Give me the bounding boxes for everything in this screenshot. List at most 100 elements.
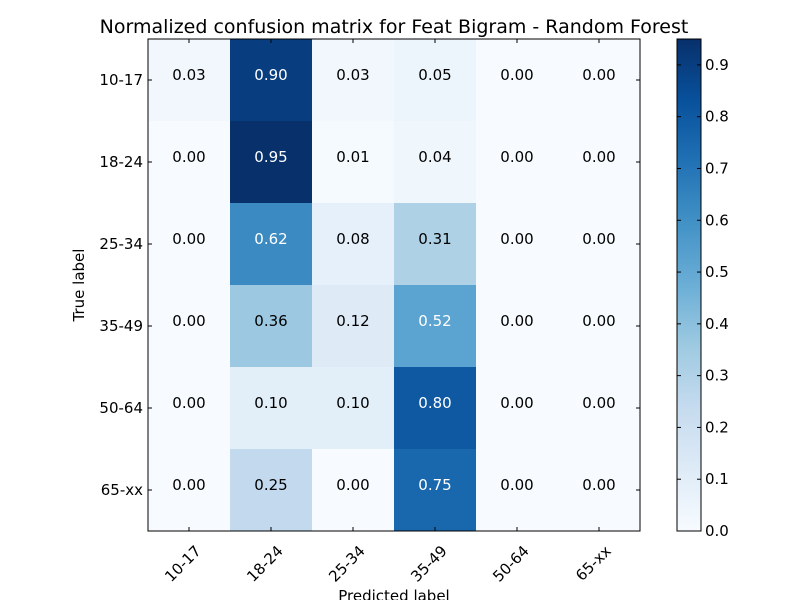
y-tick-label: 25-34 (99, 235, 143, 253)
matrix-cell (230, 285, 313, 368)
x-axis-label: Predicted label (338, 587, 449, 600)
cell-value-label: 0.12 (336, 312, 369, 330)
cell-value-label: 0.00 (500, 148, 533, 166)
cell-value-label: 0.01 (336, 148, 369, 166)
colorbar-tick-label: 0.6 (705, 211, 729, 229)
colorbar (676, 38, 702, 532)
matrix-cell (558, 367, 641, 450)
matrix-cell (230, 121, 313, 204)
cell-value-label: 0.00 (172, 230, 205, 248)
matrix-cell (148, 449, 231, 532)
cell-value-label: 0.00 (582, 148, 615, 166)
colorbar-tick-label: 0.5 (705, 263, 729, 281)
matrix-cell (476, 367, 559, 450)
matrix-cell (476, 121, 559, 204)
cell-value-label: 0.00 (582, 476, 615, 494)
matrix-cell (312, 285, 395, 368)
cell-value-label: 0.04 (418, 148, 451, 166)
cell-value-label: 0.05 (418, 66, 451, 84)
matrix-cells (148, 39, 641, 532)
chart-title: Normalized confusion matrix for Feat Big… (100, 16, 689, 38)
matrix-cell (230, 39, 313, 122)
cell-value-label: 0.80 (418, 394, 451, 412)
y-tick-label: 18-24 (99, 153, 143, 171)
colorbar-tick-label: 0.7 (705, 159, 729, 177)
cell-value-label: 0.00 (582, 230, 615, 248)
cell-value-label: 0.03 (336, 66, 369, 84)
matrix-cell (394, 121, 477, 204)
matrix-cell (230, 203, 313, 286)
cell-value-label: 0.75 (418, 476, 451, 494)
cell-value-label: 0.00 (172, 312, 205, 330)
cell-value-label: 0.00 (500, 230, 533, 248)
colorbar-tick-label: 0.2 (705, 418, 729, 436)
colorbar-tick-label: 0.0 (705, 522, 729, 540)
matrix-cell (394, 367, 477, 450)
matrix-cell (558, 449, 641, 532)
cell-value-label: 0.00 (500, 476, 533, 494)
cell-value-label: 0.00 (500, 66, 533, 84)
y-tick-label: 65-xx (101, 481, 143, 499)
cell-value-label: 0.00 (172, 394, 205, 412)
cell-value-label: 0.08 (336, 230, 369, 248)
matrix-cell (476, 39, 559, 122)
x-tick-label: 50-64 (489, 542, 533, 586)
colorbar-tick-label: 0.1 (705, 470, 729, 488)
y-tick-label: 50-64 (99, 399, 143, 417)
matrix-cell (558, 285, 641, 368)
matrix-cell (558, 39, 641, 122)
colorbar-tick-label: 0.4 (705, 315, 729, 333)
cell-value-label: 0.00 (500, 312, 533, 330)
matrix-cell (312, 121, 395, 204)
cell-value-label: 0.00 (582, 394, 615, 412)
matrix-cell (312, 39, 395, 122)
matrix-cell (394, 39, 477, 122)
x-tick-label: 18-24 (243, 542, 287, 586)
matrix-cell (148, 39, 231, 122)
x-axis-tick-labels: 10-17 18-24 25-34 35-49 50-64 65-xx (161, 542, 615, 586)
matrix-cell (312, 449, 395, 532)
matrix-cell (394, 203, 477, 286)
matrix-cell (148, 121, 231, 204)
x-tick-label: 25-34 (325, 542, 369, 586)
matrix-cell (230, 449, 313, 532)
cell-value-label: 0.52 (418, 312, 451, 330)
matrix-cell (476, 449, 559, 532)
cell-value-label: 0.10 (336, 394, 369, 412)
plot-frame (147, 38, 641, 532)
matrix-cell (148, 285, 231, 368)
cell-value-label: 0.03 (172, 66, 205, 84)
cell-value-label: 0.90 (254, 66, 287, 84)
cell-value-label: 0.00 (582, 66, 615, 84)
cell-value-label: 0.00 (172, 476, 205, 494)
matrix-cell (312, 367, 395, 450)
matrix-cell (230, 367, 313, 450)
matrix-cell (148, 367, 231, 450)
cell-value-label: 0.00 (172, 148, 205, 166)
cell-value-label: 0.95 (254, 148, 287, 166)
matrix-cell (394, 449, 477, 532)
cell-value-label: 0.31 (418, 230, 451, 248)
y-axis-label: True label (70, 249, 88, 323)
x-tick-label: 10-17 (161, 542, 205, 586)
matrix-cell (558, 203, 641, 286)
cell-value-label: 0.25 (254, 476, 287, 494)
cell-value-label: 0.62 (254, 230, 287, 248)
matrix-cell (558, 121, 641, 204)
axis-tick-marks (148, 39, 640, 531)
colorbar-ticks: 0.0 0.1 0.2 0.3 0.4 0.5 0.6 0.7 0.8 0.9 (677, 56, 729, 540)
colorbar-tick-label: 0.8 (705, 108, 729, 126)
matrix-cell (312, 203, 395, 286)
cell-value-label: 0.00 (336, 476, 369, 494)
matrix-cell (394, 285, 477, 368)
matrix-cell-labels: 0.03 0.90 0.03 0.05 0.00 0.00 0.00 0.95 0.01 0.04… (172, 66, 615, 494)
y-tick-label: 35-49 (99, 317, 143, 335)
colorbar-tick-label: 0.9 (705, 56, 729, 74)
colorbar-tick-label: 0.3 (705, 367, 729, 385)
cell-value-label: 0.10 (254, 394, 287, 412)
matrix-cell (476, 285, 559, 368)
x-tick-label: 65-xx (572, 542, 615, 585)
cell-value-label: 0.36 (254, 312, 287, 330)
y-axis-tick-labels: 10-17 18-24 25-34 35-49 50-64 65-xx (99, 71, 143, 499)
